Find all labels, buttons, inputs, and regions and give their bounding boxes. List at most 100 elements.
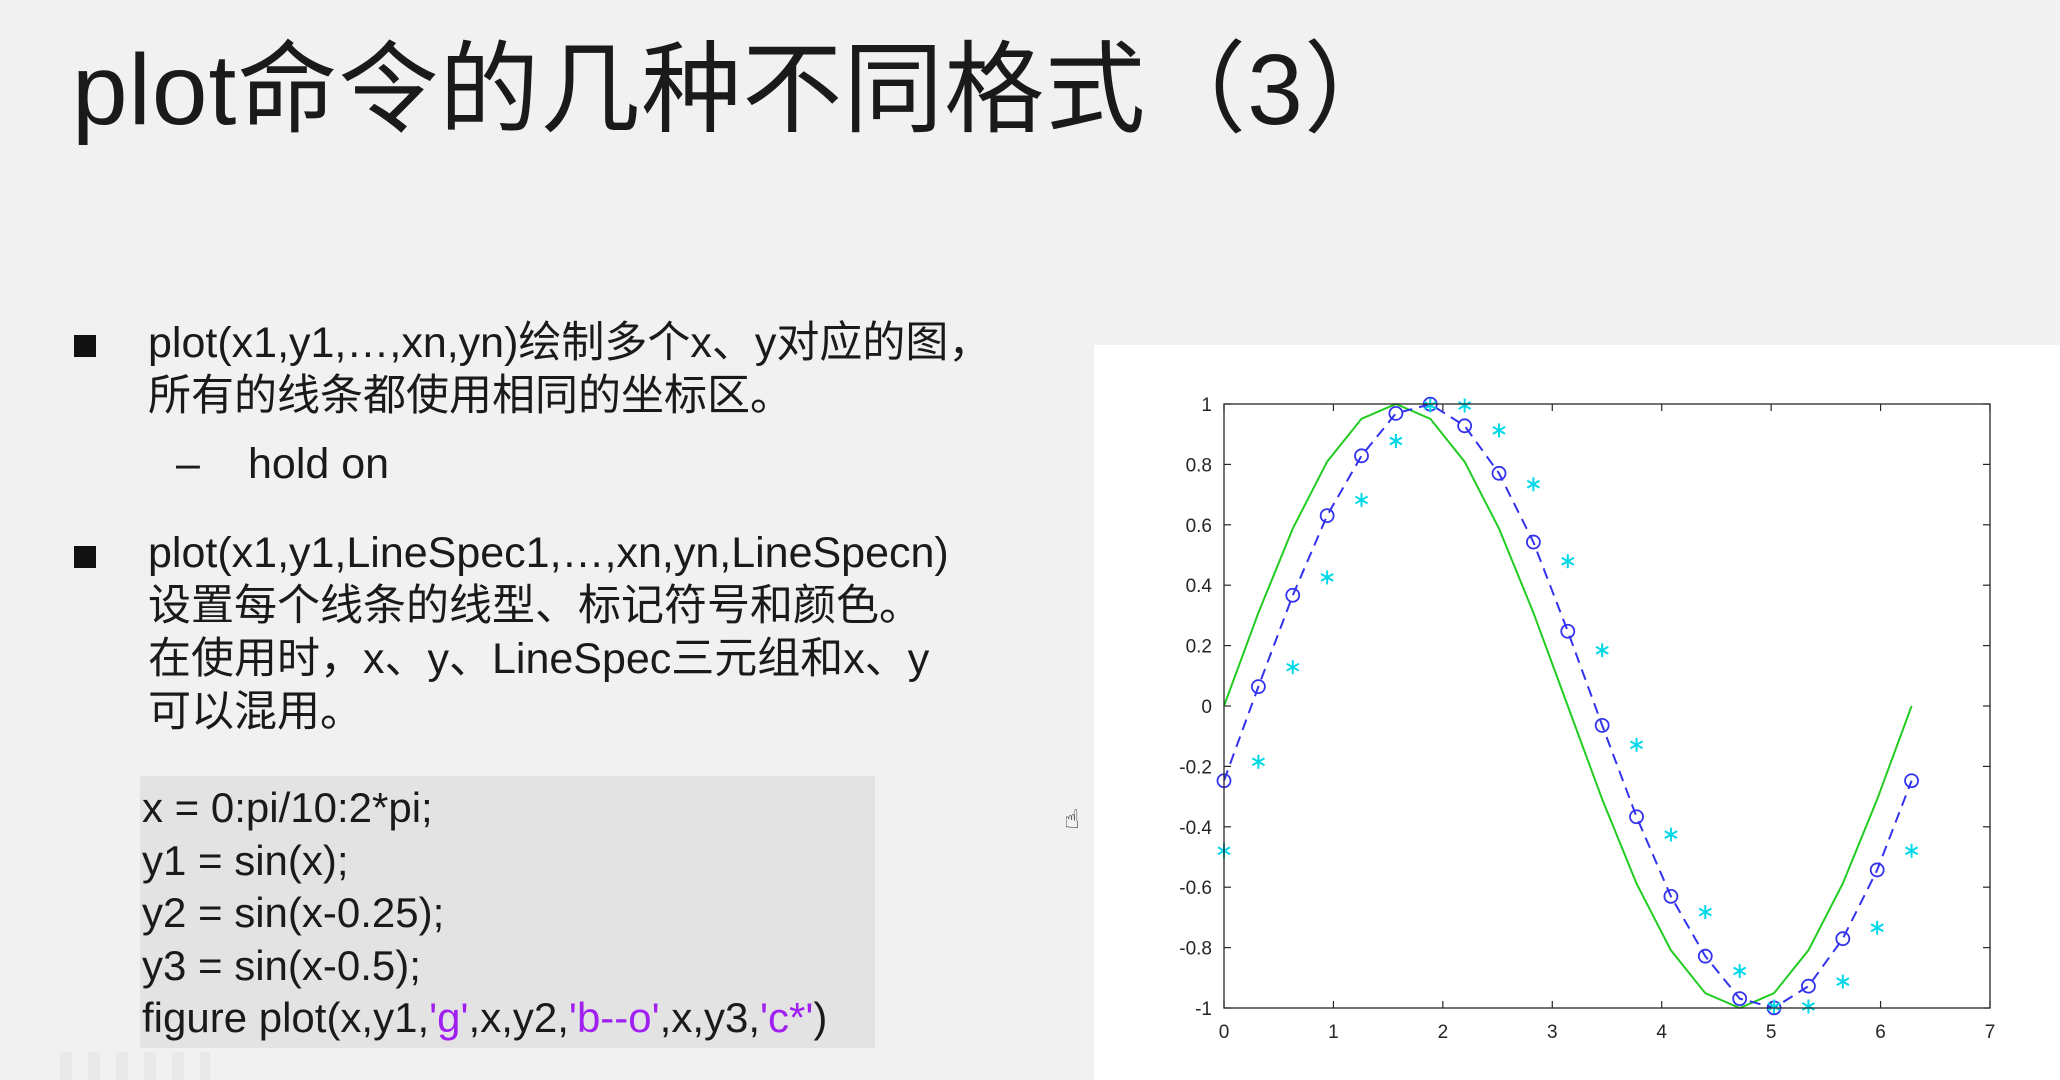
asterisk-stroke xyxy=(1767,1002,1781,1011)
series-2-point xyxy=(1732,991,1748,1007)
code-block: x = 0:pi/10:2*pi; y1 = sin(x); y2 = sin(… xyxy=(140,776,875,1048)
series-3-point xyxy=(1767,999,1781,1014)
y-tick-label: -0.6 xyxy=(1179,878,1212,899)
code-line: y1 = sin(x); xyxy=(142,836,349,884)
bullet1-line2: 所有的线条都使用相同的坐标区。 xyxy=(148,372,793,420)
asterisk-stroke xyxy=(1526,479,1540,489)
series-2-point xyxy=(1629,809,1644,825)
series-3-point xyxy=(1492,423,1506,438)
series-2-point xyxy=(1801,978,1816,994)
series-3-point xyxy=(1870,920,1884,935)
asterisk-stroke xyxy=(1458,401,1472,410)
asterisk-stroke xyxy=(1870,923,1884,933)
series-2-point xyxy=(1835,931,1851,947)
bullet2-line1: plot(x1,y1,LineSpec1,…,xn,yn,LineSpecn) xyxy=(148,529,949,577)
series-2-point xyxy=(1457,418,1473,434)
series-3-point xyxy=(1561,554,1575,569)
sub-bullet-hold-on: hold on xyxy=(248,440,390,488)
series-3-point xyxy=(1595,643,1609,658)
bullet-square-icon xyxy=(74,546,96,568)
series-2-point xyxy=(1560,623,1576,639)
bullet-square-icon xyxy=(74,335,96,357)
series-2-point xyxy=(1697,948,1713,964)
series-2-point xyxy=(1663,888,1679,904)
y-tick-label: -0.8 xyxy=(1179,939,1212,960)
asterisk-stroke xyxy=(1698,907,1712,917)
asterisk-stroke xyxy=(1286,662,1300,672)
code-string-g: 'g' xyxy=(429,994,469,1041)
asterisk-stroke xyxy=(1389,436,1403,446)
code-text: ) xyxy=(813,994,828,1041)
code-line: y2 = sin(x-0.25); xyxy=(142,889,445,936)
figure-panel xyxy=(1094,345,2060,1080)
x-tick-label: 6 xyxy=(1875,1022,1886,1043)
asterisk-stroke xyxy=(1492,425,1506,435)
series-2-point xyxy=(1285,587,1301,603)
series-2-point xyxy=(1869,862,1885,878)
slide-title: plot命令的几种不同格式（3） xyxy=(72,34,1405,146)
series-3-point xyxy=(1423,398,1437,413)
code-line-plot: figure plot(x,y1,'g',x,y2,'b--o',x,y3,'c… xyxy=(140,992,875,1045)
y-tick-label: -1 xyxy=(1195,999,1212,1020)
code-text: ,x,y3, xyxy=(659,994,761,1041)
x-tick-label: 3 xyxy=(1547,1022,1558,1043)
code-line: y3 = sin(x-0.5); xyxy=(142,941,421,989)
sub-bullet-dash-icon: – xyxy=(176,440,200,488)
hand-cursor-icon: ☝ xyxy=(1064,804,1080,834)
series-2-line xyxy=(1223,403,1913,1009)
series-2-point xyxy=(1354,448,1369,464)
y-tick-label: 0.4 xyxy=(1186,576,1213,597)
asterisk-stroke xyxy=(1733,966,1747,976)
asterisk-stroke xyxy=(1664,830,1678,839)
asterisk-stroke xyxy=(1904,846,1919,856)
x-tick-label: 7 xyxy=(1985,1022,1996,1043)
y-tick-label: 0.2 xyxy=(1186,637,1212,658)
axes-box xyxy=(1223,403,1991,1009)
series-3-point xyxy=(1458,398,1472,413)
series-2-point xyxy=(1388,405,1404,421)
x-tick-label: 4 xyxy=(1656,1022,1667,1043)
asterisk-stroke xyxy=(1320,573,1334,582)
asterisk-stroke xyxy=(1251,757,1265,767)
y-tick-label: 0.6 xyxy=(1186,516,1212,537)
series-3-point xyxy=(1698,905,1712,920)
series-3-point xyxy=(1389,433,1403,448)
watermark-icon xyxy=(60,1052,210,1080)
y-tick-label: -0.4 xyxy=(1179,818,1212,839)
y-tick-label: 1 xyxy=(1201,395,1212,416)
asterisk-stroke xyxy=(1354,495,1369,505)
x-tick-label: 0 xyxy=(1219,1022,1230,1043)
series-3-point xyxy=(1251,754,1265,769)
asterisk-stroke xyxy=(1423,401,1437,410)
series-3-point xyxy=(1904,843,1919,858)
y-tick-label: 0 xyxy=(1201,697,1212,718)
y-tick-label: -0.2 xyxy=(1179,757,1212,778)
y-tick-label: 0.8 xyxy=(1186,455,1212,476)
series-2-point xyxy=(1904,773,1919,789)
series-3-point xyxy=(1354,492,1369,507)
x-tick-label: 1 xyxy=(1328,1022,1339,1043)
sine-plot: 0 1 2 3 4 5 6 7 -1 -0.8 -0.6 -0.4 -0.2 0 0.2 0.4 0.6 0.8 1 xyxy=(1179,395,1996,1043)
asterisk-stroke xyxy=(1836,977,1850,987)
code-text: ,x,y2, xyxy=(468,994,569,1041)
asterisk-stroke xyxy=(1595,645,1609,655)
series-2-point xyxy=(1319,508,1335,524)
series-3-point xyxy=(1629,737,1644,752)
x-tick-label: 2 xyxy=(1438,1022,1449,1043)
series-2-point xyxy=(1525,534,1541,550)
bullet2-line3: 在使用时，x、y、LineSpec三元组和x、y xyxy=(148,635,930,683)
series-3-point xyxy=(1801,999,1816,1014)
bullet1-line1: plot(x1,y1,…,xn,yn)绘制多个x、y对应的图， xyxy=(148,319,992,367)
asterisk-stroke xyxy=(1629,740,1644,750)
series-1-line xyxy=(1223,402,1913,1010)
bullet2-line2: 设置每个线条的线型、标记符号和颜色。 xyxy=(148,582,922,630)
code-string-b-dash-o: 'b--o' xyxy=(568,994,660,1041)
asterisk-stroke xyxy=(1801,1002,1816,1011)
series-3-point xyxy=(1526,477,1540,492)
series-3-point xyxy=(1836,974,1850,989)
series-3-point xyxy=(1733,964,1747,979)
code-line: x = 0:pi/10:2*pi; xyxy=(142,784,433,831)
code-string-c-star: 'c*' xyxy=(760,994,814,1041)
bullet2-line4: 可以混用。 xyxy=(148,688,363,736)
series-3-point xyxy=(1286,660,1300,675)
